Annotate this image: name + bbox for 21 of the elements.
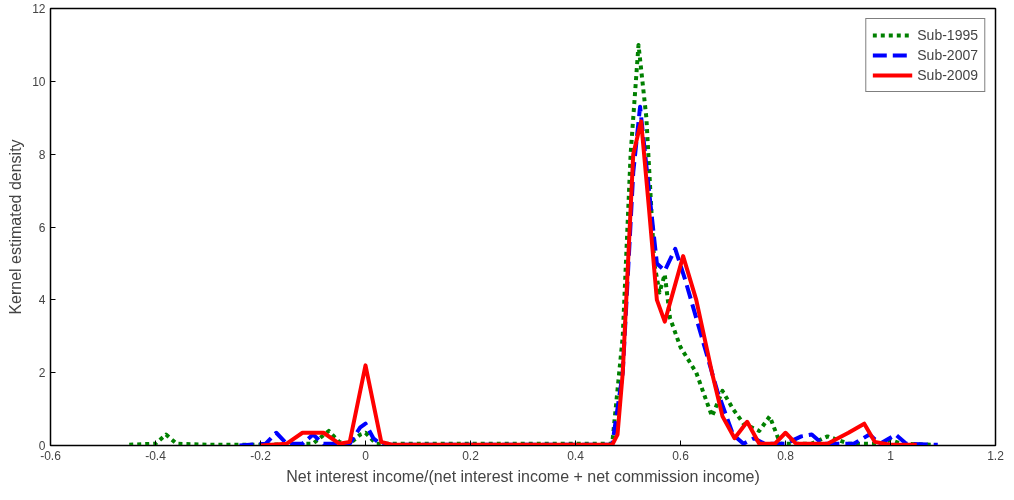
y-tick-label: 6 [38,220,46,235]
y-tick-label: 2 [38,366,46,381]
y-tick-label: 10 [32,74,46,89]
x-tick-label: 0.8 [777,448,795,463]
x-tick-label: 0 [362,448,370,463]
x-axis-title: Net interest income/(net interest income + net commission income) [286,467,760,485]
x-tick-label: 1.2 [987,448,1005,463]
y-tick-label: 0 [38,439,46,453]
y-axis-title: Kernel estimated density [7,139,25,315]
x-tick-label: -0.4 [145,448,167,463]
y-tick-label: 4 [38,293,46,308]
x-tick-label: 0.2 [462,448,480,463]
x-tick-label: 0.4 [567,448,585,463]
legend-label: Sub-2009 [917,67,978,83]
x-tick-label: 1 [887,448,895,463]
y-tick-label: 12 [32,2,46,16]
legend-label: Sub-1995 [917,27,978,43]
legend-label: Sub-2007 [917,47,978,63]
x-tick-label: 0.6 [672,448,690,463]
y-tick-label: 8 [38,147,46,162]
x-tick-label: -0.2 [250,448,272,463]
